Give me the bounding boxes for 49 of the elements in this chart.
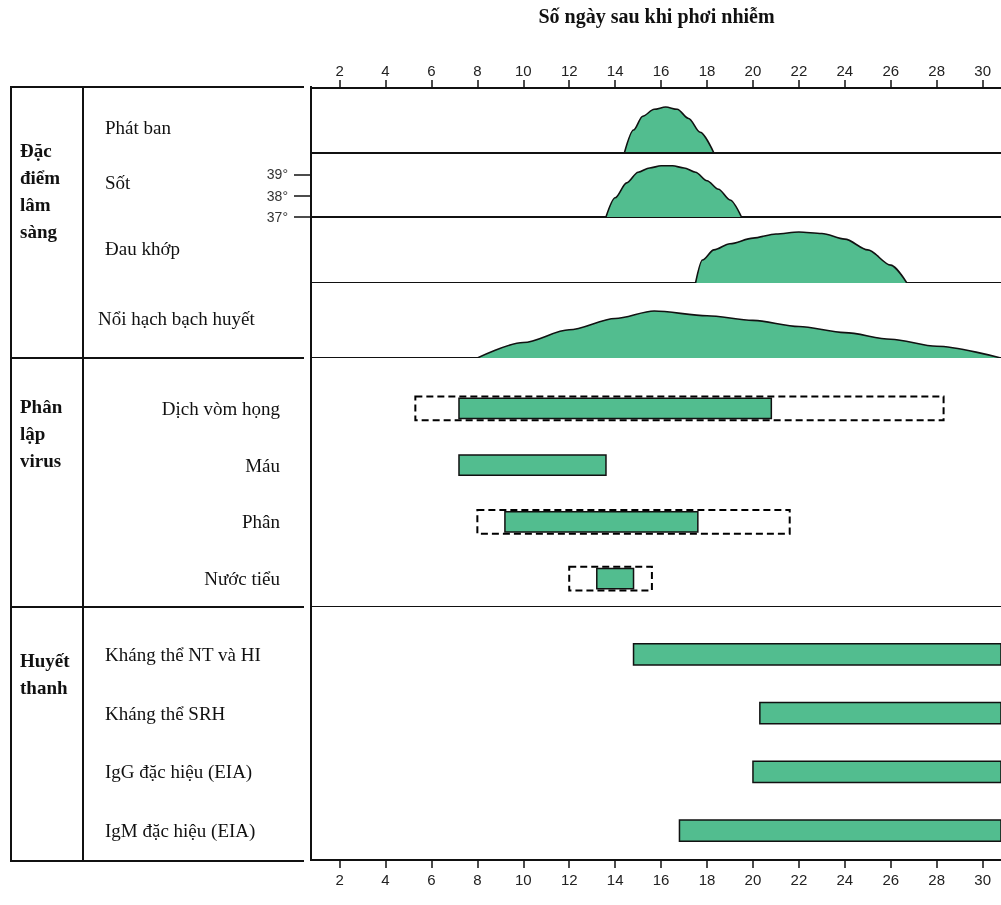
y-tick-label: IgM đặc hiệu (EIA) bbox=[105, 820, 256, 843]
x2-tick-label: 2 bbox=[335, 62, 344, 79]
y-tick-label: Máu bbox=[245, 454, 281, 476]
x2-tick-label: 20 bbox=[744, 62, 762, 79]
x2-axis-title: Số ngày sau khi phơi nhiễm bbox=[538, 5, 775, 28]
x-tick-label: 18 bbox=[698, 871, 716, 888]
y-tick-label: Phân bbox=[242, 511, 281, 533]
text: Huyết thanh bbox=[20, 649, 71, 700]
y-tick-label: Kháng thể NT và HI bbox=[105, 643, 261, 665]
x-tick-label: 24 bbox=[836, 871, 854, 888]
x2-tick-label: 14 bbox=[606, 62, 624, 79]
y-axis-title: Nổi hạch bạch huyết bbox=[98, 308, 255, 330]
x-tick-label: 8 bbox=[473, 871, 482, 888]
x-tick-label: 4 bbox=[381, 871, 390, 888]
x2-tick-label: 6 bbox=[427, 62, 436, 79]
x2-tick-label: 4 bbox=[381, 62, 390, 79]
x-tick-label: 2 bbox=[335, 871, 344, 888]
x2-tick-label: 8 bbox=[473, 62, 482, 79]
x2-tick-label: 18 bbox=[698, 62, 716, 79]
y-tick-label: 38° bbox=[266, 187, 288, 204]
x2-tick-label: 24 bbox=[836, 62, 854, 79]
x2-tick-label: 26 bbox=[882, 62, 900, 79]
y-axis-title: Đau khớp bbox=[105, 238, 180, 260]
text: Đặc điểm lâm sàng bbox=[20, 139, 62, 244]
x2-tick-label: 10 bbox=[514, 62, 532, 79]
x2-tick-label: 28 bbox=[928, 62, 946, 79]
y-axis-title: Phát ban bbox=[105, 117, 171, 139]
text: Phân lập virus bbox=[20, 395, 64, 473]
x2-tick-label: 22 bbox=[790, 62, 808, 79]
x-tick-label: 14 bbox=[606, 871, 624, 888]
y-tick-label: 37° bbox=[266, 209, 288, 225]
x-tick-label: 20 bbox=[744, 871, 762, 888]
y-tick-label: IgG đặc hiệu (EIA) bbox=[105, 761, 253, 784]
y-tick-label: Dịch vòm họng bbox=[161, 397, 281, 419]
x-tick-label: 6 bbox=[427, 871, 436, 888]
x-tick-label: 30 bbox=[974, 871, 991, 888]
x-tick-label: 26 bbox=[882, 871, 900, 888]
y-tick-label: Nước tiểu bbox=[204, 568, 281, 590]
x-tick-label: 28 bbox=[928, 871, 946, 888]
x-tick-label: 16 bbox=[652, 871, 670, 888]
x-tick-label: 12 bbox=[560, 871, 578, 888]
x2-tick-label: 16 bbox=[652, 62, 670, 79]
y-tick-label: Kháng thể SRH bbox=[105, 702, 226, 724]
x2-tick-label: 30 bbox=[974, 62, 991, 79]
y-axis-title: Sốt bbox=[105, 172, 131, 194]
y-tick-label: 39° bbox=[266, 166, 288, 183]
x-tick-label: 22 bbox=[790, 871, 808, 888]
x2-tick-label: 12 bbox=[560, 62, 578, 79]
x-tick-label: 10 bbox=[514, 871, 532, 888]
